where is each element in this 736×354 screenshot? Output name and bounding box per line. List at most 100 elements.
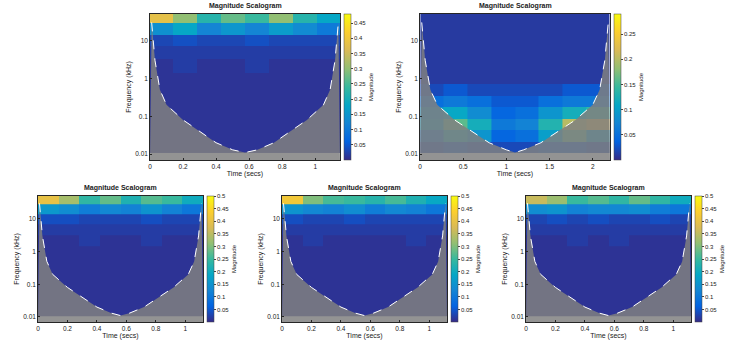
svg-text:0.05: 0.05 xyxy=(217,307,229,313)
svg-text:Magnitude: Magnitude xyxy=(231,244,237,273)
svg-text:Frequency (kHz): Frequency (kHz) xyxy=(125,61,133,113)
svg-text:10: 10 xyxy=(411,37,419,44)
svg-text:0.2: 0.2 xyxy=(307,325,316,332)
svg-text:0.4: 0.4 xyxy=(212,163,221,170)
svg-text:0.05: 0.05 xyxy=(624,132,636,138)
svg-text:0.35: 0.35 xyxy=(705,231,717,237)
svg-text:0.01: 0.01 xyxy=(135,150,148,157)
svg-text:1: 1 xyxy=(32,248,36,255)
svg-text:0.15: 0.15 xyxy=(461,281,473,287)
svg-text:0.45: 0.45 xyxy=(705,206,717,212)
svg-text:1: 1 xyxy=(144,75,148,82)
svg-text:0.25: 0.25 xyxy=(354,81,366,87)
svg-text:1: 1 xyxy=(276,248,280,255)
svg-text:10: 10 xyxy=(141,37,149,44)
svg-text:0: 0 xyxy=(524,325,528,332)
svg-text:Time (secs): Time (secs) xyxy=(497,170,533,178)
svg-text:0.45: 0.45 xyxy=(461,206,473,212)
svg-text:Frequency (kHz): Frequency (kHz) xyxy=(257,233,265,285)
svg-text:0.6: 0.6 xyxy=(610,325,619,332)
svg-text:0.15: 0.15 xyxy=(354,111,366,117)
svg-text:Magnitude Scalogram: Magnitude Scalogram xyxy=(209,2,282,10)
svg-text:0.35: 0.35 xyxy=(354,51,366,57)
svg-text:Magnitude Scalogram: Magnitude Scalogram xyxy=(328,184,401,192)
svg-text:0.4: 0.4 xyxy=(461,218,470,224)
svg-text:0.2: 0.2 xyxy=(551,325,560,332)
svg-text:0.3: 0.3 xyxy=(705,244,714,250)
svg-text:0.1: 0.1 xyxy=(705,294,714,300)
svg-text:0.05: 0.05 xyxy=(461,307,473,313)
svg-text:Time (secs): Time (secs) xyxy=(346,332,382,340)
svg-text:0.5: 0.5 xyxy=(459,163,468,170)
svg-text:1.5: 1.5 xyxy=(545,163,554,170)
svg-text:0.25: 0.25 xyxy=(217,256,229,262)
svg-text:Magnitude Scalogram: Magnitude Scalogram xyxy=(572,184,645,192)
svg-text:1: 1 xyxy=(428,325,432,332)
svg-text:Frequency (kHz): Frequency (kHz) xyxy=(13,233,21,285)
svg-text:Magnitude Scalogram: Magnitude Scalogram xyxy=(84,184,157,192)
svg-text:0.15: 0.15 xyxy=(217,281,229,287)
svg-text:0.01: 0.01 xyxy=(405,150,418,157)
svg-text:0.8: 0.8 xyxy=(278,163,287,170)
svg-text:0.1: 0.1 xyxy=(271,281,280,288)
svg-text:Time (secs): Time (secs) xyxy=(102,332,138,340)
svg-text:0.35: 0.35 xyxy=(461,231,473,237)
svg-text:0.25: 0.25 xyxy=(624,31,636,37)
svg-text:1: 1 xyxy=(672,325,676,332)
svg-text:Frequency (kHz): Frequency (kHz) xyxy=(501,233,509,285)
svg-text:0.2: 0.2 xyxy=(461,269,470,275)
svg-text:Frequency (kHz): Frequency (kHz) xyxy=(395,61,403,113)
svg-text:1: 1 xyxy=(414,75,418,82)
svg-text:0.2: 0.2 xyxy=(354,96,363,102)
svg-text:Magnitude: Magnitude xyxy=(475,244,481,273)
svg-text:0.1: 0.1 xyxy=(461,294,470,300)
svg-text:Time (secs): Time (secs) xyxy=(227,170,263,178)
svg-text:0.6: 0.6 xyxy=(245,163,254,170)
svg-text:0.05: 0.05 xyxy=(354,142,366,148)
svg-text:0.8: 0.8 xyxy=(151,325,160,332)
svg-text:0.1: 0.1 xyxy=(624,107,633,113)
svg-text:0: 0 xyxy=(418,163,422,170)
svg-text:1: 1 xyxy=(520,248,524,255)
svg-text:2: 2 xyxy=(591,163,595,170)
svg-text:0.4: 0.4 xyxy=(217,218,226,224)
svg-text:10: 10 xyxy=(517,215,525,222)
svg-text:0.4: 0.4 xyxy=(92,325,101,332)
svg-text:0.5: 0.5 xyxy=(461,193,470,199)
svg-text:0.2: 0.2 xyxy=(705,269,714,275)
svg-text:1: 1 xyxy=(505,163,509,170)
svg-text:10: 10 xyxy=(29,215,37,222)
svg-text:Magnitude: Magnitude xyxy=(719,244,725,273)
svg-text:0.15: 0.15 xyxy=(705,281,717,287)
svg-text:0.01: 0.01 xyxy=(23,313,36,320)
svg-text:0: 0 xyxy=(36,325,40,332)
svg-text:10: 10 xyxy=(273,215,281,222)
svg-text:0.4: 0.4 xyxy=(354,35,363,41)
svg-text:0.2: 0.2 xyxy=(624,56,633,62)
svg-text:0.8: 0.8 xyxy=(395,325,404,332)
svg-text:0.2: 0.2 xyxy=(217,269,226,275)
svg-text:0.1: 0.1 xyxy=(217,294,226,300)
svg-text:1: 1 xyxy=(184,325,188,332)
svg-text:0.4: 0.4 xyxy=(705,218,714,224)
svg-text:0.1: 0.1 xyxy=(409,113,418,120)
svg-text:0.5: 0.5 xyxy=(217,193,226,199)
svg-text:0.05: 0.05 xyxy=(705,307,717,313)
svg-text:0.01: 0.01 xyxy=(267,313,280,320)
svg-text:0.45: 0.45 xyxy=(354,20,366,26)
svg-text:0.3: 0.3 xyxy=(217,244,226,250)
svg-text:0.35: 0.35 xyxy=(217,231,229,237)
svg-text:0.15: 0.15 xyxy=(624,82,636,88)
svg-text:0.6: 0.6 xyxy=(122,325,131,332)
svg-text:0.3: 0.3 xyxy=(461,244,470,250)
svg-text:0: 0 xyxy=(148,163,152,170)
svg-text:0.6: 0.6 xyxy=(366,325,375,332)
svg-text:0: 0 xyxy=(280,325,284,332)
svg-text:0.1: 0.1 xyxy=(27,281,36,288)
svg-text:0.3: 0.3 xyxy=(354,66,363,72)
svg-text:0.45: 0.45 xyxy=(217,206,229,212)
svg-text:0.1: 0.1 xyxy=(515,281,524,288)
svg-text:Magnitude: Magnitude xyxy=(368,72,374,101)
svg-text:1: 1 xyxy=(313,163,317,170)
svg-text:0.5: 0.5 xyxy=(705,193,714,199)
